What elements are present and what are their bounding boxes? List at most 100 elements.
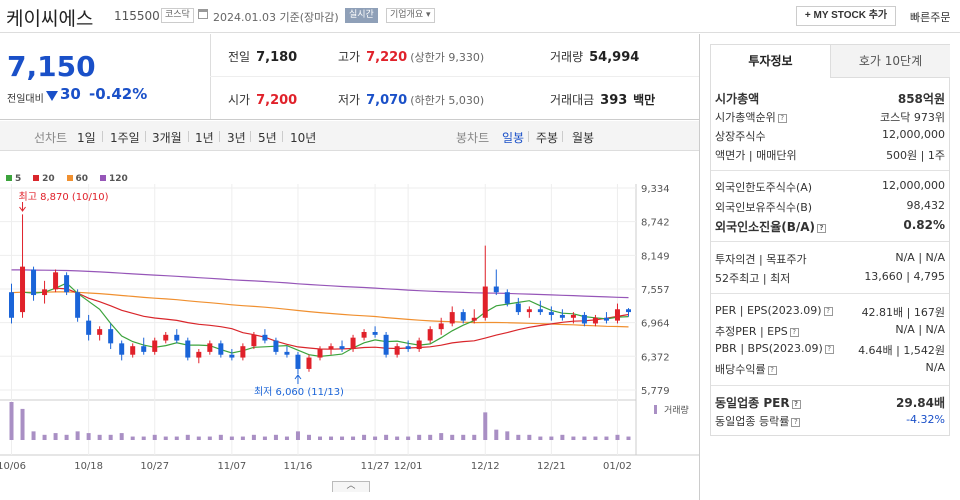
help-icon[interactable]: ? (789, 328, 799, 337)
volume-bar (593, 436, 598, 440)
open-price: 시가 7,200 (228, 93, 298, 108)
period-5y[interactable]: 5년 (258, 131, 277, 145)
volume-bar (86, 433, 91, 440)
candle-body (284, 351, 290, 355)
x-tick-label: 10/27 (140, 461, 169, 472)
candle-body (218, 343, 224, 355)
candle-body (108, 329, 114, 344)
ma120-legend: 120 (99, 174, 128, 184)
sector-rate-row: 동일업종 등락률? -4.32% (715, 413, 945, 428)
y-tick-label: 5,779 (641, 386, 670, 397)
volume-bar (108, 434, 113, 440)
x-tick-label: 11/07 (217, 461, 246, 472)
candle-body (130, 346, 136, 355)
volume-bar (538, 436, 543, 440)
change-rate: -0.42% (89, 85, 148, 103)
volume-bar (362, 434, 367, 440)
low-price: 저가 7,070 (하한가 5,030) (338, 93, 485, 108)
candle-body (361, 331, 367, 338)
volume-bar (284, 436, 289, 440)
volume-bar (527, 434, 532, 440)
volume-bar (549, 436, 554, 440)
volume-bar (306, 434, 311, 440)
invest-info-panel: 투자정보 호가 10단계 시가총액 858억원 시가총액순위? 코스닥 973위 상… (710, 44, 950, 436)
help-icon[interactable]: ? (791, 400, 801, 409)
volume-bar (20, 408, 25, 440)
price-summary: 7,150 전일대비 30 -0.42% 전일 7,180 고가 7,220 (상한가… (0, 34, 700, 120)
candle-body (515, 303, 521, 313)
volume-bar (373, 436, 378, 440)
candle-weekly[interactable]: 주봉 (536, 131, 559, 145)
candle-body (537, 309, 543, 313)
volume-bar (329, 436, 334, 440)
help-icon[interactable]: ? (824, 345, 834, 354)
candle-body (548, 312, 554, 315)
candle-body (339, 346, 345, 350)
x-tick-label: 01/02 (603, 461, 632, 472)
candle-daily[interactable]: 일봉 (502, 131, 525, 145)
period-3y[interactable]: 3년 (227, 131, 246, 145)
help-icon[interactable]: ? (791, 418, 801, 427)
company-info-button[interactable]: 기업개요 ▾ (386, 8, 435, 23)
candle-body (141, 346, 147, 352)
volume-bar (218, 434, 223, 440)
candle-body (174, 334, 180, 341)
candle-body (394, 346, 400, 355)
y-tick-label: 9,334 (641, 184, 670, 195)
candle-monthly[interactable]: 월봉 (572, 131, 595, 145)
candle-body (229, 354, 235, 358)
chevron-down-icon: ▾ (426, 10, 431, 20)
help-icon[interactable]: ? (823, 307, 833, 316)
high-annotation: 최고 8,870 (10/10) (19, 191, 109, 203)
volume-bar (340, 436, 345, 440)
candle-body (9, 292, 15, 318)
volume-bar (295, 431, 300, 440)
sector-per-row: 동일업종 PER? 29.84배 (715, 396, 945, 410)
candle-body (592, 317, 598, 324)
period-1y[interactable]: 1년 (195, 131, 214, 145)
add-mystock-button[interactable]: + MY STOCK 추가 (796, 6, 896, 26)
tab-hoga-10[interactable]: 호가 10단계 (831, 45, 950, 78)
volume-bar (97, 434, 102, 440)
candle-body (196, 351, 202, 358)
x-tick-label: 10/18 (74, 461, 103, 472)
per-eps-row: PER | EPS(2023.09)? 42.81배 | 167원 (715, 304, 945, 319)
volume-bar (163, 436, 168, 440)
volume-bar (384, 434, 389, 440)
market-badge: 코스닥 (161, 8, 194, 23)
candle-body (328, 346, 334, 350)
y-tick-label: 6,372 (641, 352, 670, 363)
help-icon[interactable]: ? (767, 366, 777, 375)
candle-body (295, 354, 301, 369)
candle-body (251, 334, 257, 347)
volume-bar (406, 436, 411, 440)
candle-body (603, 317, 609, 321)
tab-invest-info[interactable]: 투자정보 (711, 45, 831, 78)
volume-bar (318, 436, 322, 440)
pbr-bps-row: PBR | BPS(2023.09)? 4.64배 | 1,542원 (715, 342, 945, 357)
help-icon[interactable]: ? (777, 114, 787, 123)
candle-body (614, 309, 620, 321)
volume-bar (472, 434, 477, 440)
volume-bar (505, 431, 510, 440)
period-10y[interactable]: 10년 (290, 131, 317, 145)
period-1d[interactable]: 1일 (77, 131, 96, 145)
down-triangle-icon (46, 91, 58, 101)
candle-body (460, 312, 466, 321)
stock-chart[interactable]: 9,334 8,742 8,149 7,557 6,964 6,372 5,779 10/06… (0, 150, 699, 480)
quick-order-link[interactable]: 빠른주문 (910, 11, 951, 24)
chevron-up-icon: ︿ (346, 481, 356, 491)
candle-body (449, 312, 455, 324)
volume-bar (571, 436, 576, 440)
period-1w[interactable]: 1주일 (110, 131, 140, 145)
help-icon[interactable]: ? (817, 224, 827, 233)
ma20-legend: 20 (33, 174, 55, 184)
period-3m[interactable]: 3개월 (152, 131, 182, 145)
realtime-button[interactable]: 실시간 (345, 8, 378, 23)
candle-body (262, 334, 268, 341)
candle-body (317, 349, 323, 358)
volume-bar (626, 436, 631, 440)
candle-body (306, 357, 312, 369)
volume-bar (119, 433, 124, 440)
collapse-chart-button[interactable]: ︿ (332, 481, 370, 492)
